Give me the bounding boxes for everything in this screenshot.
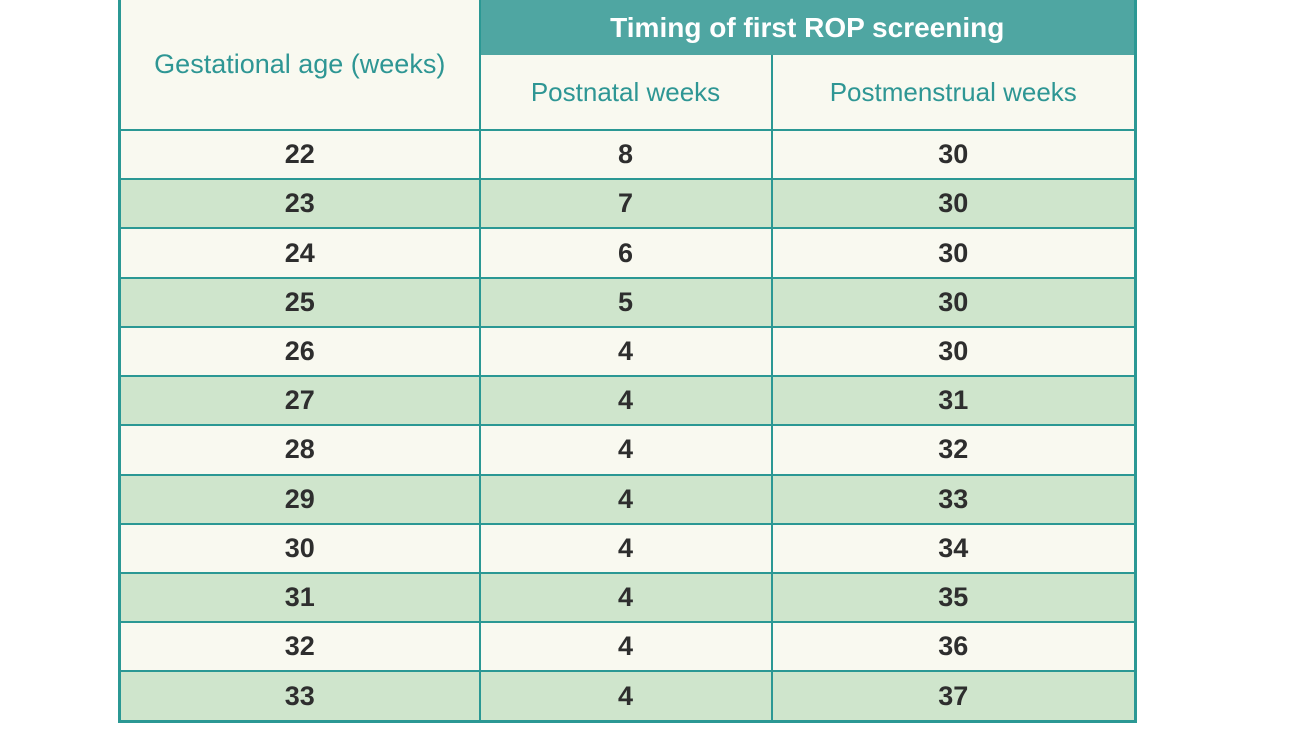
cell-postmenstrual-weeks: 32 <box>770 424 1137 476</box>
table-row: 31 4 35 <box>118 571 1137 624</box>
banner-row: Gestational age (weeks) Timing of first … <box>118 0 1137 131</box>
cell-postnatal-weeks: 4 <box>478 621 773 673</box>
table-row: 25 5 30 <box>118 276 1137 328</box>
banner-title: Timing of first ROP screening <box>478 0 1137 55</box>
cell-postmenstrual-weeks: 33 <box>770 473 1137 525</box>
cell-gestational-age: 31 <box>118 571 481 624</box>
table-row: 27 4 31 <box>118 375 1137 427</box>
table-row: 22 8 30 <box>118 128 1137 181</box>
table-row: 32 4 36 <box>118 621 1137 673</box>
cell-postnatal-weeks: 4 <box>478 375 773 427</box>
table-row: 26 4 30 <box>118 325 1137 378</box>
table-row: 24 6 30 <box>118 227 1137 279</box>
cell-postmenstrual-weeks: 30 <box>770 128 1137 181</box>
cell-postmenstrual-weeks: 34 <box>770 522 1137 574</box>
cell-postmenstrual-weeks: 30 <box>770 325 1137 378</box>
cell-gestational-age: 32 <box>118 621 481 673</box>
cell-postmenstrual-weeks: 30 <box>770 227 1137 279</box>
rop-screening-table: Gestational age (weeks) Timing of first … <box>118 0 1137 723</box>
col-header-postmenstrual-weeks: Postmenstrual weeks <box>770 55 1137 131</box>
cell-postmenstrual-weeks: 37 <box>770 670 1137 723</box>
cell-gestational-age: 26 <box>118 325 481 378</box>
cell-gestational-age: 23 <box>118 178 481 230</box>
table-row: 28 4 32 <box>118 424 1137 476</box>
cell-gestational-age: 25 <box>118 276 481 328</box>
table-row: 30 4 34 <box>118 522 1137 574</box>
cell-postmenstrual-weeks: 31 <box>770 375 1137 427</box>
col-header-postnatal-weeks: Postnatal weeks <box>478 55 773 131</box>
cell-gestational-age: 28 <box>118 424 481 476</box>
cell-postmenstrual-weeks: 35 <box>770 571 1137 624</box>
col-header-gestational-age: Gestational age (weeks) <box>118 0 481 131</box>
cell-gestational-age: 30 <box>118 522 481 574</box>
cell-postnatal-weeks: 8 <box>478 128 773 181</box>
cell-postnatal-weeks: 4 <box>478 473 773 525</box>
table-row: 33 4 37 <box>118 670 1137 723</box>
cell-gestational-age: 33 <box>118 670 481 723</box>
cell-postnatal-weeks: 4 <box>478 571 773 624</box>
subheader-row: Postnatal weeks Postmenstrual weeks <box>120 55 1137 131</box>
table-row: 29 4 33 <box>118 473 1137 525</box>
cell-gestational-age: 27 <box>118 375 481 427</box>
cell-postnatal-weeks: 4 <box>478 424 773 476</box>
cell-postnatal-weeks: 6 <box>478 227 773 279</box>
cell-postnatal-weeks: 7 <box>478 178 773 230</box>
cell-gestational-age: 29 <box>118 473 481 525</box>
cell-postnatal-weeks: 4 <box>478 670 773 723</box>
cell-postmenstrual-weeks: 36 <box>770 621 1137 673</box>
cell-gestational-age: 22 <box>118 128 481 181</box>
cell-postmenstrual-weeks: 30 <box>770 276 1137 328</box>
table-row: 23 7 30 <box>118 178 1137 230</box>
cell-postmenstrual-weeks: 30 <box>770 178 1137 230</box>
cell-gestational-age: 24 <box>118 227 481 279</box>
cell-postnatal-weeks: 4 <box>478 522 773 574</box>
cell-postnatal-weeks: 5 <box>478 276 773 328</box>
cell-postnatal-weeks: 4 <box>478 325 773 378</box>
